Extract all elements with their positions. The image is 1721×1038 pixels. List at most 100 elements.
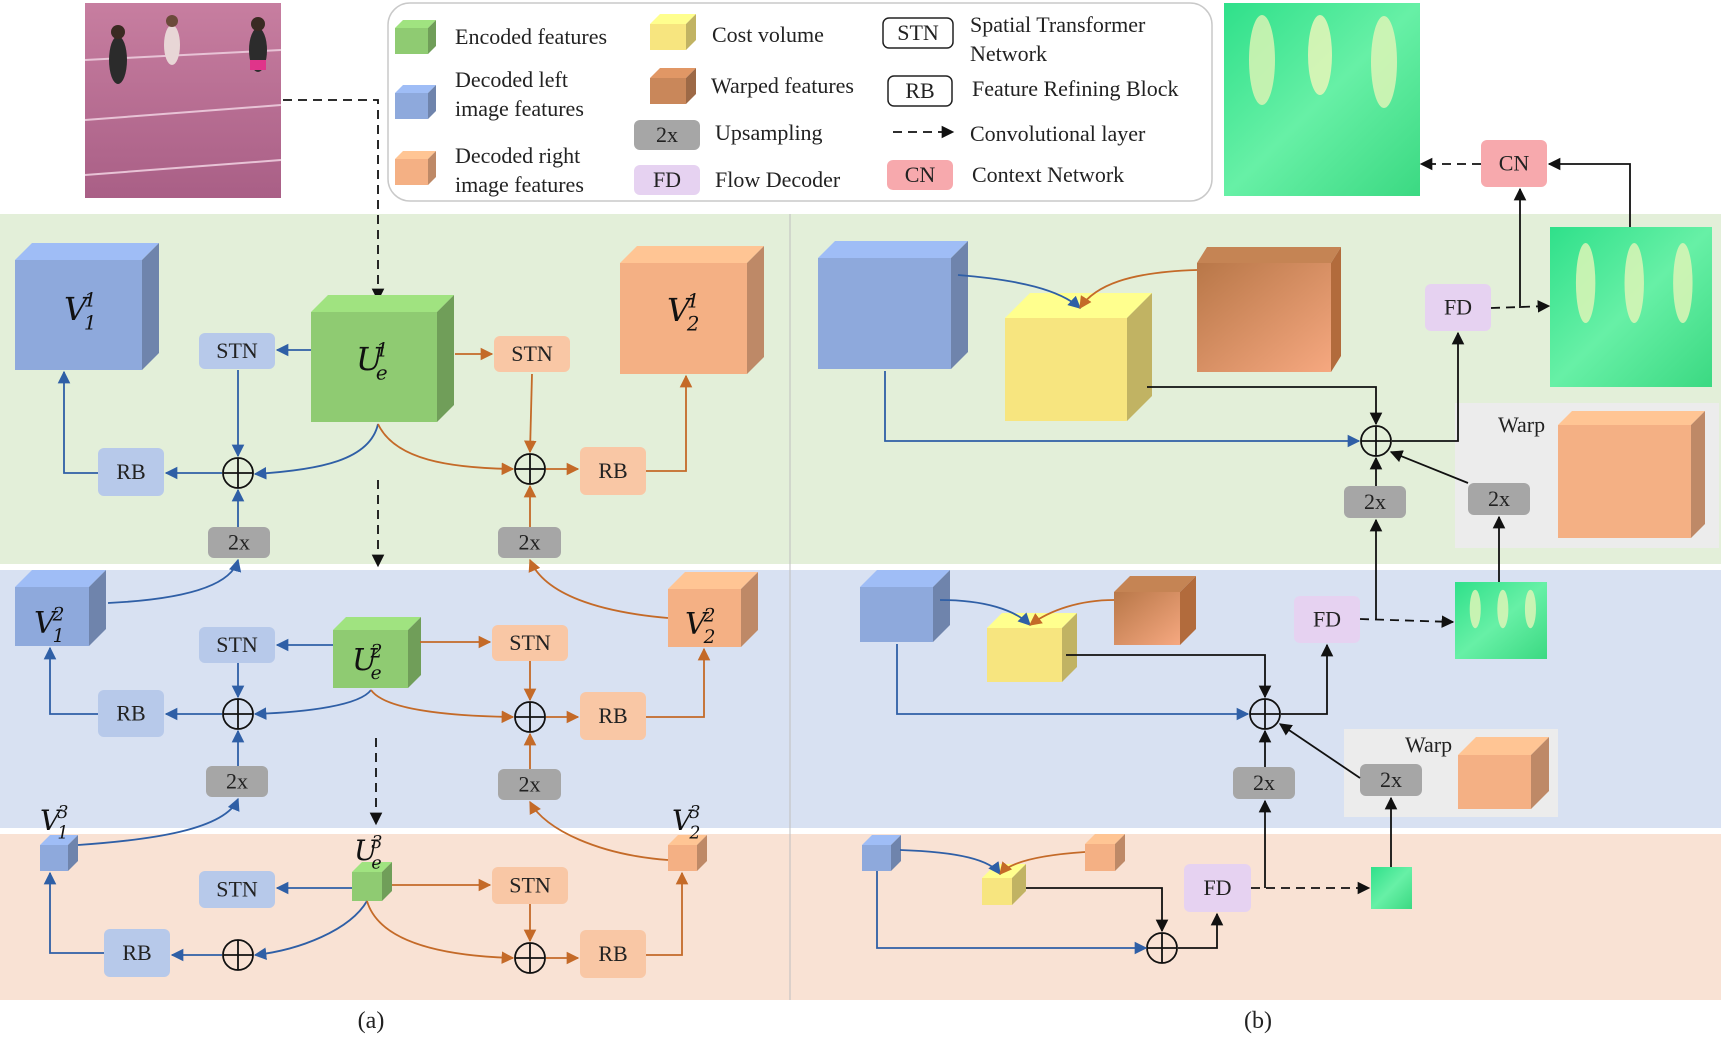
legend-right-text-2: image features — [455, 172, 584, 197]
u2-cube — [333, 617, 421, 688]
legend-stn-swatch-label: STN — [897, 20, 939, 45]
l1-rb-to-v1 — [57, 370, 98, 474]
b2-fd-label: FD — [1313, 607, 1341, 632]
l3-stn-left: STN — [199, 871, 275, 908]
legend-cn-swatch-label: CN — [905, 162, 936, 187]
v2-right-label-base: V — [667, 291, 693, 329]
l1-sum-left — [222, 457, 254, 489]
b2-left-cube — [860, 570, 950, 642]
l2-u-curve-right — [370, 689, 515, 724]
legend-stn-text-2: Network — [970, 41, 1047, 66]
v1l3-to-l2-up — [77, 797, 240, 846]
b2-sum-to-fd — [1281, 643, 1334, 715]
l2-up-right-label: 2x — [519, 772, 541, 797]
legend-warped-text: Warped features — [711, 73, 854, 98]
b1-flow-to-cn — [1547, 157, 1631, 227]
legend-left-text-2: image features — [455, 96, 584, 121]
l2-sum-right — [514, 701, 546, 733]
v2l3-to-l2-up — [529, 800, 669, 861]
b1-up-right-label: 2x — [1488, 486, 1510, 511]
v2-l2-label-sub: 2 — [703, 627, 716, 648]
v1-l2-label: V12 — [34, 604, 64, 647]
u2-label: Ue2 — [352, 641, 382, 684]
l1-rb-to-v2 — [646, 374, 693, 472]
l2-rb-left: RB — [98, 690, 164, 737]
b3-warp-cube — [1085, 834, 1125, 871]
legend-encoded-swatch — [395, 20, 436, 54]
legend-box — [387, 2, 1213, 202]
b2-up-left: 2x — [1233, 767, 1295, 799]
l1-up-right: 2x — [498, 527, 561, 558]
v2-right-label-sup: 1 — [687, 290, 700, 313]
b2-flow-image — [1455, 582, 1547, 659]
l1-stn-right: STN — [494, 336, 570, 372]
l3-sum-right — [514, 942, 546, 974]
b1-fd-to-flow — [1490, 300, 1551, 313]
legend-rb-text: Feature Refining Block — [972, 76, 1179, 101]
level3-band — [0, 834, 1721, 1000]
v1-left-label-sup: 1 — [84, 289, 97, 312]
b2-up-left-label: 2x — [1253, 770, 1275, 795]
b2-warped-cube — [1114, 576, 1196, 645]
l1-sum-right — [514, 453, 546, 485]
v1-left-cube — [15, 243, 159, 370]
b2-warp-cube — [1458, 737, 1549, 809]
legend-warped-swatch — [650, 68, 696, 104]
l2-stn-right: STN — [492, 625, 568, 661]
b3-left-cube — [862, 835, 901, 871]
b1-warp-cube — [1558, 411, 1705, 538]
u2-label-base: U — [352, 643, 379, 678]
b3-left-down — [876, 871, 1148, 955]
l1-up-left: 2x — [208, 527, 270, 558]
b3-fd: FD — [1184, 864, 1251, 912]
legend-up-swatch-label: 2x — [656, 122, 678, 147]
b2-left-to-cost — [939, 599, 1031, 626]
u3-cube — [352, 862, 392, 901]
legend-cn-swatch: CN — [887, 160, 953, 190]
u1-label-sup: 1 — [376, 339, 389, 362]
legend-cost-text: Cost volume — [712, 22, 824, 47]
u3-label-sub: e — [371, 853, 381, 873]
legend-fd-swatch-label: FD — [653, 167, 681, 192]
b1-warp-to-cost — [1079, 269, 1198, 310]
l1-up-right-label: 2x — [519, 530, 541, 555]
l3-u-curve-left — [253, 900, 368, 961]
b1-up-left: 2x — [1344, 486, 1406, 518]
legend-stn-swatch: STN — [882, 17, 954, 49]
v2-l2-label: V22 — [685, 605, 715, 648]
b3-flow-image — [1371, 867, 1412, 909]
b3-left-to-cost — [899, 849, 1001, 876]
v1-left-label-sub: 1 — [84, 312, 97, 335]
b3-sum-to-fd — [1178, 912, 1224, 949]
b1-cn: CN — [1481, 140, 1547, 187]
legend-cn-text: Context Network — [972, 162, 1124, 187]
u3-label: Ue3 — [354, 833, 382, 873]
b2-fd: FD — [1294, 596, 1360, 643]
l3-rb-left-label: RB — [122, 940, 151, 965]
l1-up-left-label: 2x — [228, 530, 250, 555]
legend-fd-text: Flow Decoder — [715, 167, 841, 192]
b2-sum — [1249, 698, 1281, 730]
v2-l3-label-base: V — [672, 804, 695, 837]
b2-fd-to-flow — [1359, 615, 1455, 628]
l1-rb-right-label: RB — [598, 458, 627, 483]
v1-l3-label-sub: 1 — [57, 823, 68, 843]
b1-sum-to-fd — [1392, 331, 1465, 442]
l2-rb-left-label: RB — [116, 701, 145, 726]
u2-label-sup: 2 — [370, 641, 383, 662]
b1-sum — [1360, 425, 1392, 457]
v2l2-to-l1-up — [528, 558, 669, 619]
l2-stn-right-label: STN — [509, 630, 551, 655]
b1-flow-image — [1550, 227, 1712, 387]
l1-rb-left: RB — [98, 448, 164, 496]
l2-rb-right-label: RB — [598, 703, 627, 728]
v1l2-to-l1-up — [107, 558, 242, 604]
l2-stn-left-label: STN — [216, 632, 258, 657]
v2-l2-label-base: V — [685, 607, 710, 642]
u2-label-sub: e — [371, 663, 382, 684]
legend-left-swatch — [395, 85, 436, 119]
l3-rb-to-v2 — [646, 871, 689, 956]
b1-cost-cube — [1005, 293, 1152, 421]
